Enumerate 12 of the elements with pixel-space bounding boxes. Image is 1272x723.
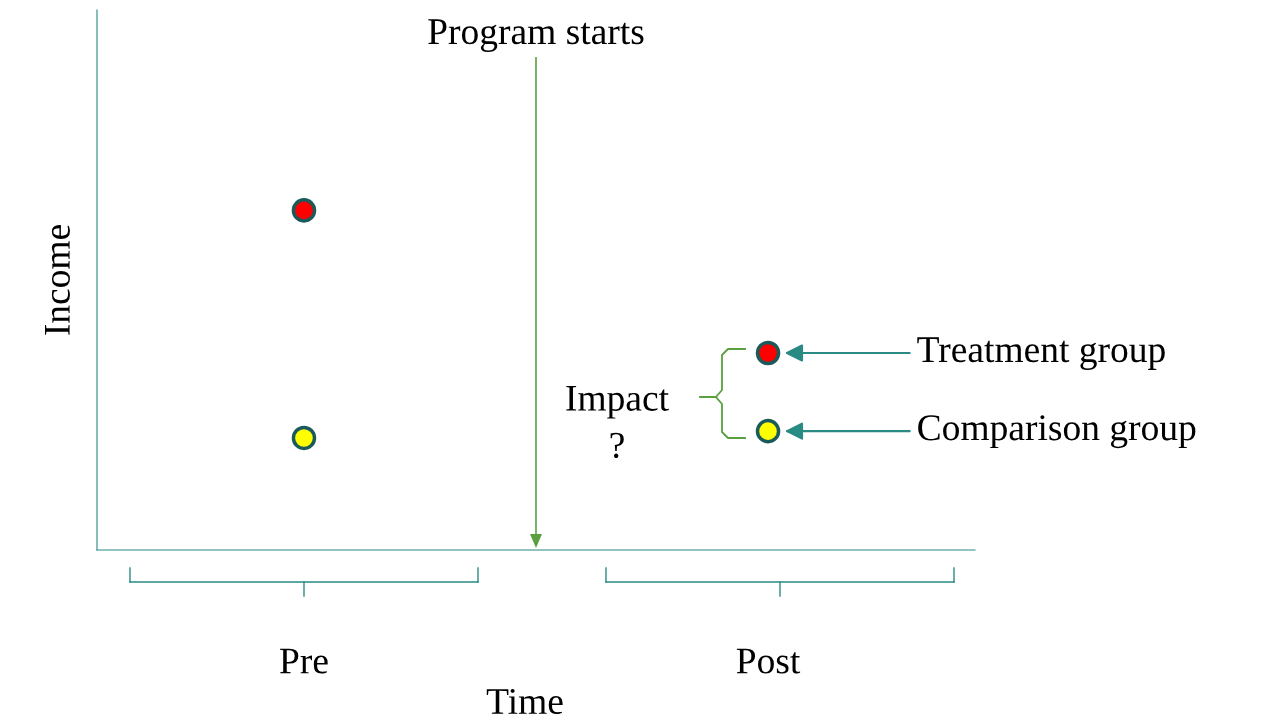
text: Program starts <box>428 19 644 52</box>
x-tick-label: Pre <box>280 648 328 674</box>
y-axis-title: Income <box>45 225 70 335</box>
point <box>291 198 317 223</box>
text: Treatment group <box>917 337 1165 371</box>
x-tick-label: Post <box>736 648 801 674</box>
annotation: Impact ? <box>566 385 669 459</box>
x-axis-title: Time <box>486 688 563 715</box>
point <box>291 425 317 451</box>
text: Comparison group <box>918 415 1196 449</box>
point <box>755 340 781 366</box>
point <box>755 418 781 444</box>
